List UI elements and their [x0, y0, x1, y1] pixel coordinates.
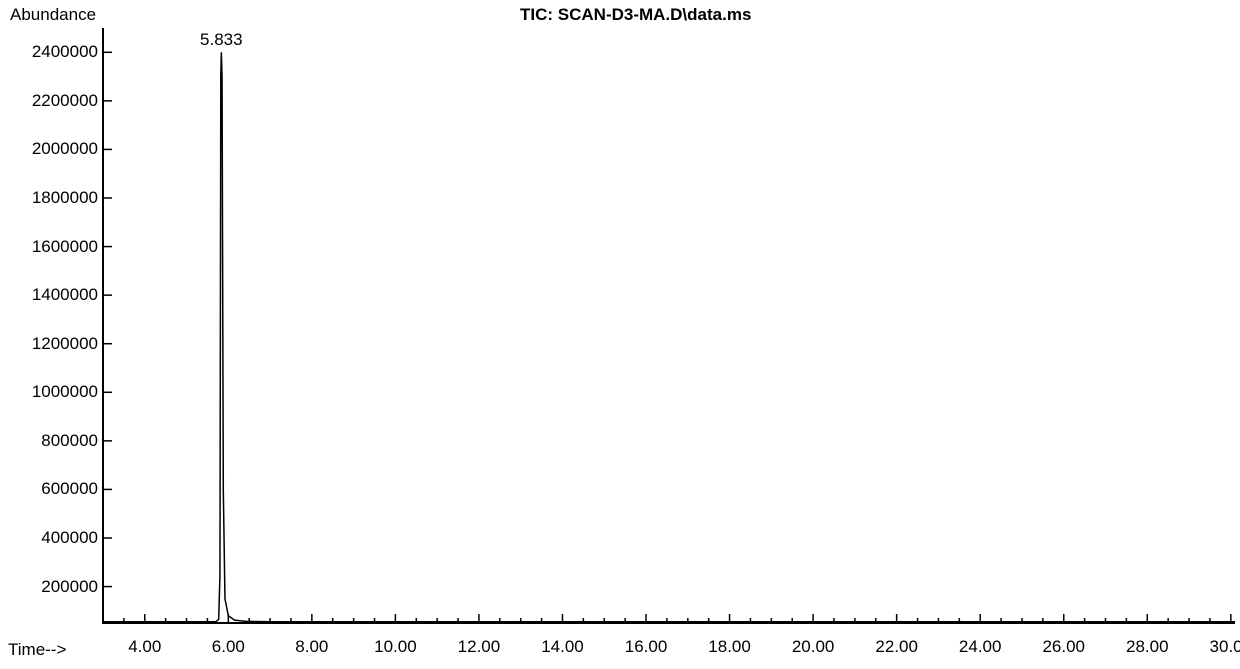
plot-area	[0, 0, 1240, 669]
chromatogram-chart: Abundance TIC: SCAN-D3-MA.D\data.ms 2000…	[0, 0, 1240, 669]
